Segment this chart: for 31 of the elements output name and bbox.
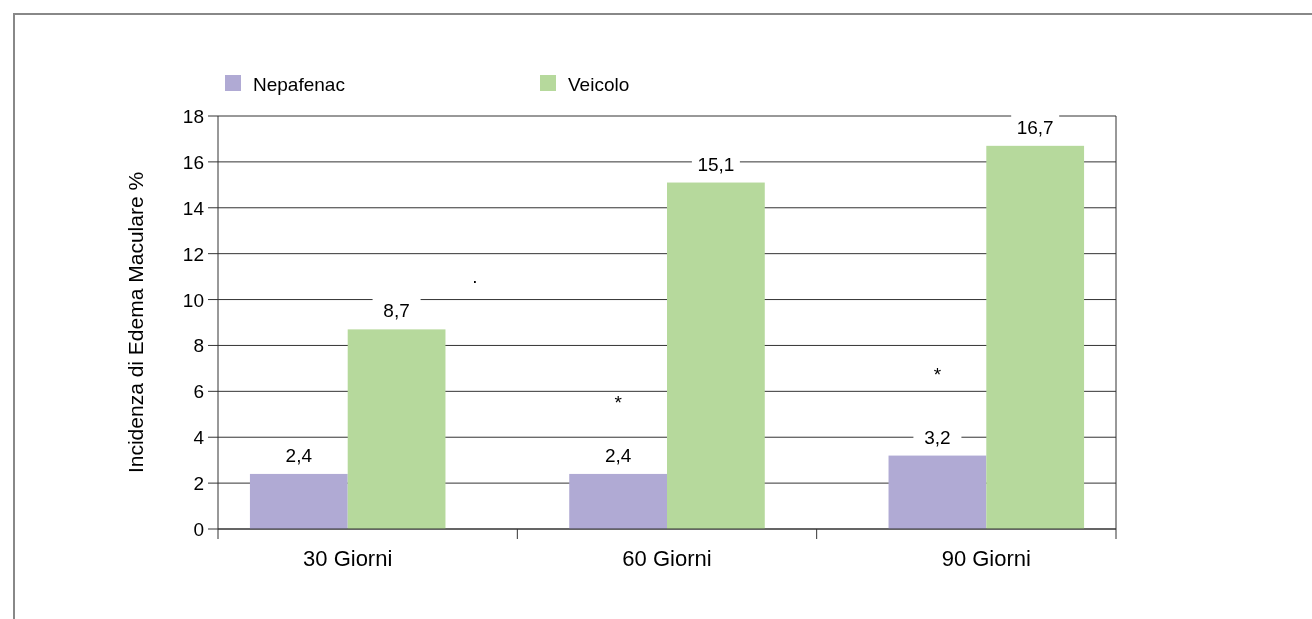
- data-label: 3,2: [924, 426, 951, 448]
- x-tick-label: 60 Giorni: [622, 546, 712, 571]
- y-tick-label: 14: [182, 197, 205, 219]
- bar: [347, 329, 446, 529]
- y-tick-label: 18: [182, 106, 204, 127]
- y-tick-label: 2: [193, 473, 204, 495]
- y-tick-label: 12: [182, 243, 204, 265]
- bar: [249, 473, 348, 529]
- x-tick-label: 90 Giorni: [941, 546, 1031, 571]
- data-label: 16,7: [1016, 116, 1054, 138]
- bar: [667, 182, 765, 529]
- legend-label: Nepafenac: [253, 74, 345, 95]
- annotation: *: [614, 391, 623, 413]
- y-tick-label: 8: [193, 335, 204, 357]
- bar: [569, 473, 667, 529]
- x-tick-label: 30 Giorni: [303, 546, 393, 571]
- annotation: .: [472, 266, 478, 287]
- annotation: *: [933, 364, 942, 386]
- bar: [986, 145, 1085, 529]
- data-label: 15,1: [697, 153, 735, 175]
- y-tick-label: 0: [193, 519, 204, 540]
- y-tick-label: 10: [182, 289, 204, 311]
- y-tick-label: 6: [193, 381, 204, 403]
- y-tick-label: 4: [193, 427, 205, 449]
- y-axis-title: Incidenza di Edema Maculare %: [124, 171, 147, 474]
- y-tick-label: 16: [182, 151, 204, 173]
- data-label: 2,4: [604, 444, 632, 466]
- data-label: 8,7: [383, 300, 410, 322]
- bar: [888, 455, 987, 529]
- data-label: 2,4: [285, 444, 313, 466]
- legend-label: Veicolo: [568, 74, 630, 95]
